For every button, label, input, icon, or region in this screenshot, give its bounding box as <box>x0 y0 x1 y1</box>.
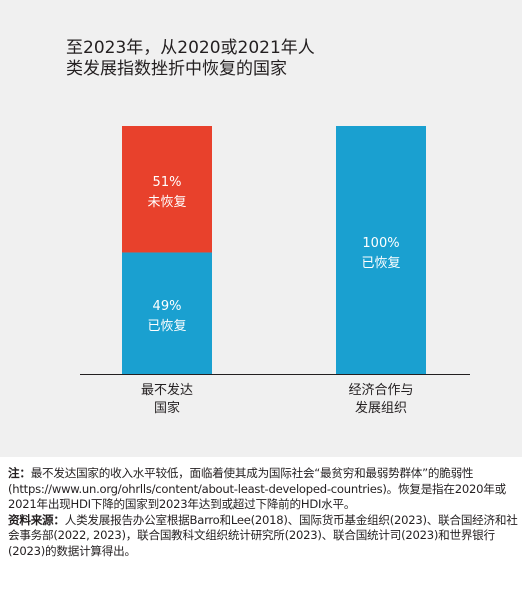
x-tick-label-2-line-2: 发展组织 <box>355 400 407 416</box>
chart-title-line-2: 类发展指数挫折中恢复的国家 <box>66 59 287 79</box>
source-paragraph: 资料来源：人类发展报告办公室根据Barro和Lee(2018)、国际货币基金组织… <box>8 513 518 560</box>
chart-title-line-1: 至2023年，从2020或2021年人 <box>66 38 315 58</box>
bar-1-segment-1-label-2: 已恢复 <box>147 319 186 334</box>
note-text: 最不发达国家的收入水平较低，面临着使其成为国际社会“最贫穷和最弱势群体”的脆弱性… <box>8 466 506 512</box>
bar-2-segment-1 <box>336 126 426 374</box>
chart-title: 至2023年，从2020或2021年人 类发展指数挫折中恢复的国家 <box>66 38 315 80</box>
notes-block: 注：最不发达国家的收入水平较低，面临着使其成为国际社会“最贫穷和最弱势群体”的脆… <box>8 466 518 560</box>
bar-2-segment-1-label-1: 100% <box>362 236 399 251</box>
bar-2-segment-1-label-2: 已恢复 <box>361 256 400 271</box>
bar-1-segment-1 <box>122 252 212 374</box>
x-tick-label-1-line-2: 国家 <box>154 400 180 416</box>
bar-1-segment-1-label-1: 49% <box>153 299 182 314</box>
chart-panel: 至2023年，从2020或2021年人 类发展指数挫折中恢复的国家 49% 已恢复… <box>0 0 522 457</box>
source-text: 人类发展报告办公室根据Barro和Lee(2018)、国际货币基金组织(2023… <box>8 512 518 558</box>
x-tick-label-1-line-1: 最不发达 <box>141 382 193 398</box>
bar-1-segment-2 <box>122 126 212 253</box>
note-label: 注： <box>8 466 31 480</box>
bar-1-segment-2-label-2: 未恢复 <box>147 195 186 210</box>
source-label: 资料来源： <box>8 512 65 527</box>
x-tick-label-2-line-1: 经济合作与 <box>348 383 413 398</box>
bar-1-segment-2-label-1: 51% <box>153 175 182 190</box>
note-paragraph: 注：最不发达国家的收入水平较低，面临着使其成为国际社会“最贫穷和最弱势群体”的脆… <box>8 466 518 513</box>
